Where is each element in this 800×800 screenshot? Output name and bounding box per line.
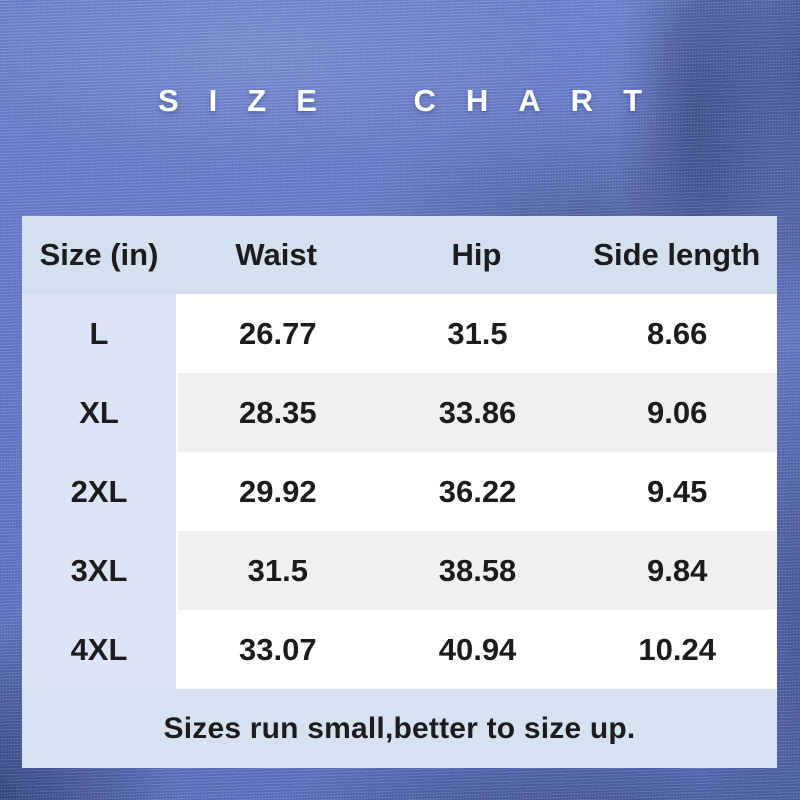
size-cell: L — [22, 294, 176, 373]
table-row: 4XL 33.07 40.94 10.24 — [22, 610, 778, 689]
side-length-cell: 10.24 — [577, 610, 778, 689]
waist-cell: 26.77 — [176, 294, 378, 373]
waist-cell: 31.5 — [176, 531, 378, 610]
table-footer-note: Sizes run small,better to size up. — [22, 689, 777, 768]
hip-cell: 31.5 — [377, 294, 578, 373]
column-header-waist: Waist — [235, 237, 317, 272]
table-row: 3XL 31.5 38.58 9.84 — [22, 531, 778, 610]
page-title: SIZE CHART — [158, 82, 672, 118]
hip-cell: 36.22 — [377, 452, 578, 531]
hip-cell: 40.94 — [377, 610, 578, 689]
table-row: 2XL 29.92 36.22 9.45 — [22, 452, 778, 531]
table-row: L 26.77 31.5 8.66 — [22, 294, 778, 373]
size-cell: XL — [22, 373, 176, 452]
side-length-cell: 9.06 — [577, 373, 778, 452]
side-length-cell: 9.45 — [577, 452, 778, 531]
waist-cell: 29.92 — [176, 452, 378, 531]
side-length-cell: 9.84 — [577, 531, 778, 610]
size-cell: 3XL — [22, 531, 176, 610]
waist-cell: 33.07 — [176, 610, 378, 689]
table-header-row: Size (in) Waist Hip Side length — [22, 216, 777, 294]
column-header-size: Size (in) — [39, 237, 159, 272]
size-cell: 4XL — [22, 610, 176, 689]
table-row: XL 28.35 33.86 9.06 — [22, 373, 778, 452]
hip-cell: 38.58 — [377, 531, 578, 610]
side-length-cell: 8.66 — [577, 294, 778, 373]
column-header-side-length: Side length — [593, 237, 761, 272]
waist-cell: 28.35 — [176, 373, 378, 452]
hip-cell: 33.86 — [377, 373, 578, 452]
size-chart-table: Size (in) Waist Hip Side length L 26.77 … — [22, 216, 778, 768]
size-cell: 2XL — [22, 452, 176, 531]
column-header-hip: Hip — [451, 237, 502, 272]
